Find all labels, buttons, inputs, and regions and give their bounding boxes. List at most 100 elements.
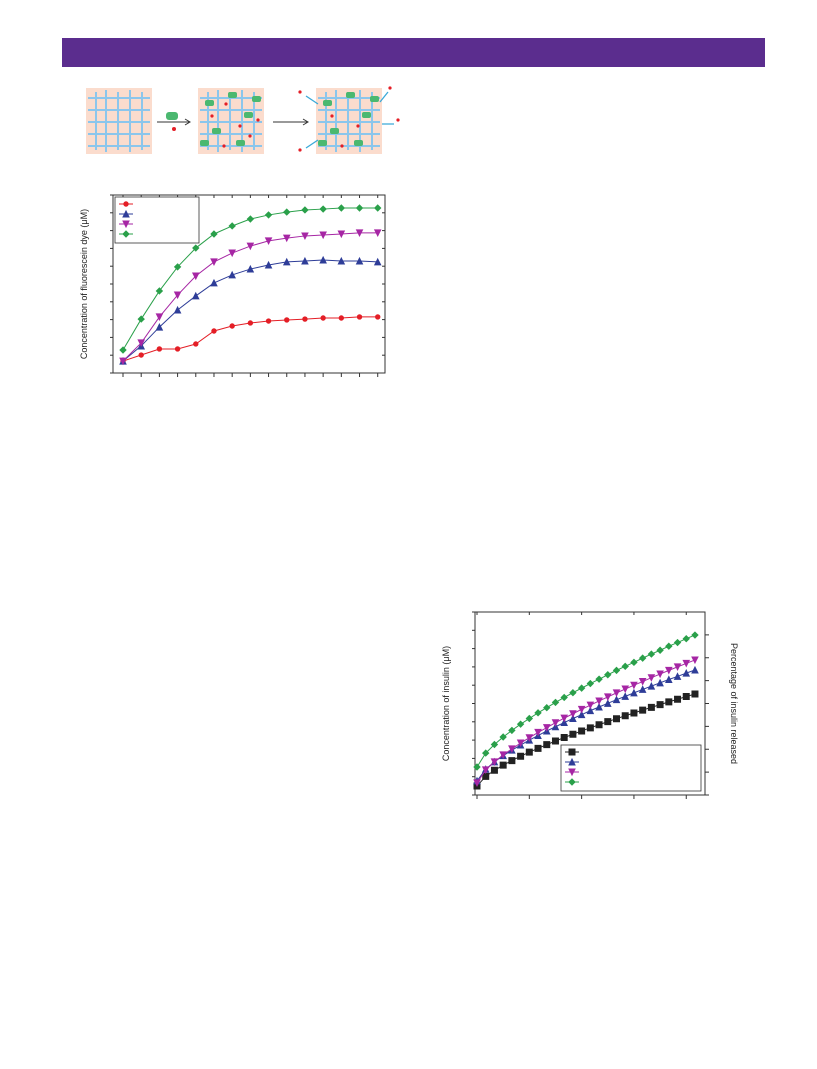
marker [156, 346, 163, 352]
marker [595, 697, 603, 706]
marker [490, 758, 499, 766]
marker [665, 675, 673, 684]
legend-marker [122, 230, 130, 238]
marker [516, 739, 525, 748]
marker [656, 670, 664, 679]
marker [490, 740, 499, 749]
marker [647, 703, 655, 711]
marker [603, 693, 612, 702]
marker [560, 714, 569, 723]
marker [517, 752, 525, 760]
marker [560, 718, 569, 727]
marker [682, 659, 691, 668]
legend-marker [122, 220, 130, 229]
marker [543, 741, 551, 749]
marker [264, 211, 273, 219]
header-bar [62, 38, 765, 67]
series-line [122, 232, 378, 362]
marker [691, 656, 699, 665]
marker [508, 726, 516, 735]
marker [246, 264, 255, 273]
marker [534, 728, 542, 737]
marker [578, 727, 586, 735]
marker [210, 258, 218, 267]
marker [155, 313, 164, 322]
marker [525, 714, 534, 723]
marker [630, 658, 638, 667]
marker [301, 206, 309, 214]
marker [682, 669, 691, 677]
marker [499, 733, 507, 741]
marker [283, 208, 291, 216]
marker [621, 662, 629, 671]
marker [210, 230, 218, 238]
marker [682, 635, 690, 643]
marker [638, 654, 647, 662]
marker [508, 745, 516, 754]
marker [155, 322, 164, 331]
marker [569, 688, 577, 697]
marker [630, 688, 638, 697]
marker [338, 315, 345, 321]
marker [481, 766, 490, 775]
marker [673, 638, 682, 647]
marker [173, 291, 182, 300]
legend-marker [122, 209, 130, 218]
marker [246, 215, 255, 223]
marker [656, 678, 664, 687]
marker [586, 701, 595, 710]
y-axis-label: Concentration of fluorescein dye (μM) [79, 209, 89, 359]
marker [656, 701, 664, 709]
marker [613, 715, 621, 723]
marker [264, 237, 273, 246]
marker [595, 675, 603, 683]
legend-marker [123, 201, 129, 207]
y2-axis-label: Percentage of insulin released [729, 643, 739, 764]
marker [586, 679, 595, 688]
marker [320, 315, 326, 321]
marker [228, 222, 236, 230]
marker [673, 672, 682, 680]
marker [621, 692, 630, 700]
marker [621, 685, 630, 694]
legend-marker [568, 757, 576, 766]
marker [586, 724, 594, 732]
series-line [122, 259, 378, 362]
marker [638, 678, 647, 686]
marker [525, 748, 533, 756]
marker [569, 714, 577, 723]
marker [355, 229, 364, 238]
marker [604, 671, 612, 679]
marker [337, 256, 346, 265]
marker [569, 730, 577, 738]
marker [337, 204, 346, 212]
marker [551, 698, 560, 707]
marker [691, 631, 699, 639]
marker [647, 650, 656, 658]
marker [229, 323, 235, 329]
marker [319, 205, 327, 213]
marker [516, 720, 525, 728]
marker [192, 244, 200, 252]
marker [577, 684, 586, 692]
legend-marker [568, 768, 576, 777]
marker [638, 685, 647, 693]
marker [191, 272, 200, 281]
marker [612, 695, 621, 704]
marker [551, 719, 560, 727]
marker [337, 230, 346, 239]
marker [639, 706, 647, 714]
marker [682, 693, 690, 701]
marker [603, 699, 612, 707]
marker [210, 278, 218, 287]
marker [551, 737, 559, 745]
marker [665, 698, 673, 706]
marker [691, 690, 699, 698]
marker [490, 766, 498, 774]
marker [174, 346, 181, 352]
marker [656, 646, 664, 654]
marker [560, 734, 568, 742]
marker [375, 314, 381, 320]
marker [691, 665, 699, 674]
